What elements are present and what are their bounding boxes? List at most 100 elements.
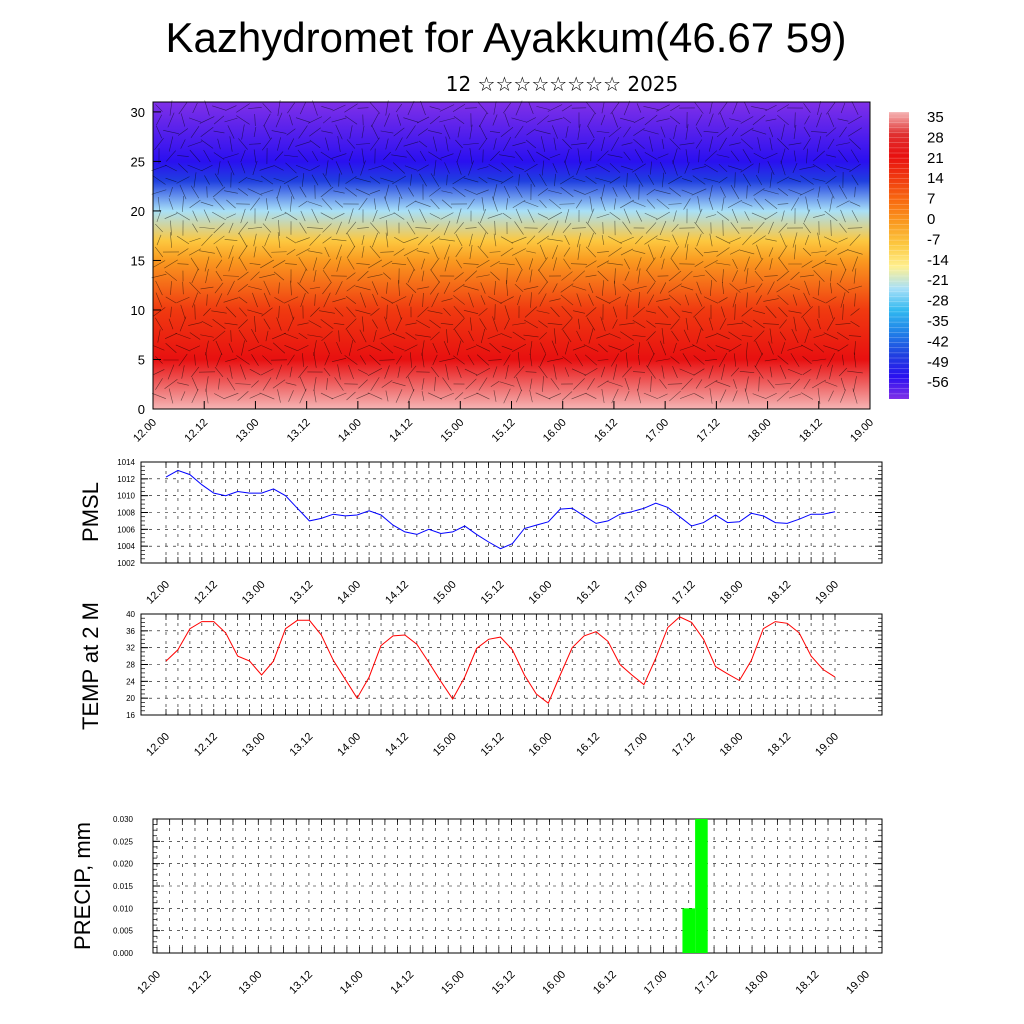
wind-vector bbox=[344, 355, 358, 365]
wind-vector bbox=[164, 379, 178, 389]
wind-vector bbox=[487, 177, 503, 183]
wind-vector bbox=[825, 175, 837, 185]
wind-vector bbox=[513, 365, 525, 379]
wind-vector bbox=[764, 211, 778, 221]
wind-vector bbox=[227, 280, 235, 296]
wind-vector bbox=[745, 268, 749, 284]
wind-vector bbox=[727, 199, 743, 209]
wind-vector bbox=[716, 154, 730, 158]
wind-vector bbox=[385, 138, 389, 150]
wind-vector bbox=[190, 185, 200, 199]
wind-vector bbox=[775, 383, 791, 385]
wind-vector bbox=[660, 246, 666, 258]
wind-vector bbox=[415, 227, 431, 229]
wind-vector bbox=[560, 283, 574, 293]
wind-vector bbox=[190, 366, 200, 378]
wind-vector bbox=[709, 102, 713, 114]
wind-vector bbox=[781, 124, 785, 140]
wind-vector bbox=[358, 197, 368, 211]
wind-vector bbox=[571, 392, 587, 400]
wind-vector bbox=[692, 344, 706, 352]
wind-vector bbox=[384, 365, 390, 379]
wind-vector bbox=[176, 296, 190, 304]
wind-vector bbox=[321, 130, 333, 134]
wind-vector bbox=[463, 263, 479, 265]
wind-vector bbox=[587, 208, 595, 224]
wind-vector bbox=[511, 236, 527, 244]
wind-vector bbox=[217, 161, 221, 175]
wind-vector bbox=[359, 355, 367, 365]
wind-vector bbox=[285, 236, 297, 244]
wind-vector bbox=[525, 139, 537, 149]
wind-vector bbox=[241, 340, 245, 356]
wind-vector bbox=[478, 137, 488, 151]
wind-vector bbox=[788, 393, 802, 399]
wind-vector bbox=[224, 117, 238, 123]
wind-vector bbox=[584, 188, 598, 196]
wind-vector bbox=[667, 383, 683, 385]
wind-vector bbox=[789, 378, 801, 390]
wind-vector bbox=[218, 378, 220, 390]
wind-vector bbox=[595, 296, 611, 304]
wind-vector bbox=[804, 234, 810, 246]
wind-vector bbox=[515, 100, 523, 116]
wind-vector bbox=[538, 281, 548, 295]
y-tick-label: 0.005 bbox=[113, 927, 134, 936]
wind-vector bbox=[419, 150, 427, 162]
wind-vector bbox=[816, 112, 822, 128]
colorbar-label: -21 bbox=[927, 272, 949, 289]
wind-vector bbox=[313, 270, 317, 282]
wind-vector bbox=[824, 210, 838, 222]
wind-vector bbox=[631, 285, 647, 291]
wind-vector bbox=[395, 389, 403, 403]
wind-vector bbox=[564, 148, 570, 164]
wind-vector bbox=[848, 115, 862, 125]
wind-vector bbox=[527, 149, 535, 163]
wind-vector bbox=[765, 104, 777, 112]
wind-vector bbox=[754, 270, 764, 282]
wind-vector bbox=[348, 162, 354, 174]
wind-vector bbox=[212, 105, 226, 111]
wind-vector bbox=[553, 328, 557, 344]
wind-vector bbox=[608, 345, 622, 351]
wind-vector bbox=[577, 148, 581, 164]
wind-vector bbox=[170, 220, 172, 236]
wind-vector bbox=[403, 117, 419, 123]
wind-vector bbox=[570, 263, 588, 265]
wind-vector bbox=[638, 292, 640, 308]
y-tick-label: 1012 bbox=[117, 475, 135, 484]
x-tick-label: 13.00 bbox=[240, 731, 268, 759]
x-tick-label: 19.00 bbox=[848, 417, 876, 445]
wind-vector bbox=[779, 331, 787, 341]
wind-vector bbox=[673, 210, 677, 222]
wind-vector bbox=[755, 283, 763, 293]
wind-vector bbox=[247, 188, 263, 196]
wind-vector bbox=[620, 117, 634, 123]
wind-vector bbox=[421, 352, 425, 368]
wind-vector bbox=[405, 283, 417, 293]
wind-vector bbox=[443, 340, 451, 356]
wind-vector bbox=[189, 332, 201, 340]
wind-vector bbox=[597, 380, 609, 388]
wind-vector bbox=[511, 117, 527, 123]
wind-vector bbox=[248, 107, 262, 109]
wind-vector bbox=[739, 370, 755, 374]
pmsl-axis-label: PMSL bbox=[78, 482, 103, 542]
wind-vector bbox=[516, 376, 522, 392]
wind-vector bbox=[419, 173, 427, 187]
wind-vector bbox=[740, 138, 754, 150]
wind-vector bbox=[655, 238, 671, 242]
wind-vector bbox=[289, 196, 293, 212]
wind-vector bbox=[384, 184, 390, 200]
x-tick-label: 16.00 bbox=[540, 969, 568, 997]
wind-vector bbox=[632, 250, 646, 254]
wind-vector bbox=[371, 232, 379, 248]
wind-vector bbox=[236, 115, 250, 125]
wind-vector bbox=[575, 199, 583, 209]
wind-vector bbox=[178, 163, 188, 173]
wind-vector bbox=[704, 150, 718, 162]
wind-vector bbox=[182, 281, 184, 295]
